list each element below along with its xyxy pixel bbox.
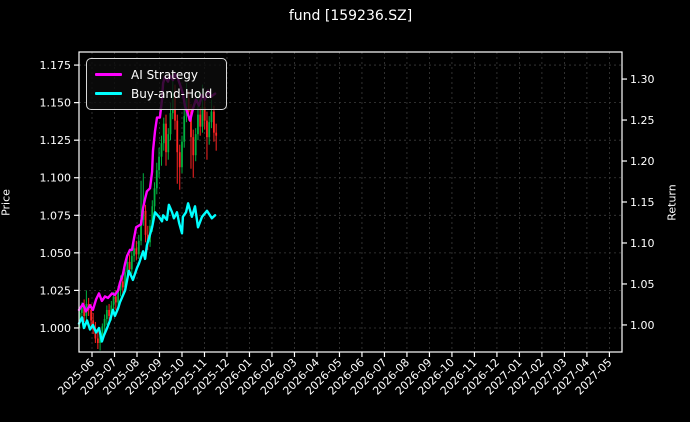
candle-body bbox=[135, 248, 138, 255]
candle-body bbox=[167, 134, 170, 153]
y-right-tick-label: 1.00 bbox=[630, 319, 655, 332]
candle-body bbox=[215, 132, 218, 136]
candle-body bbox=[101, 326, 104, 336]
y-left-tick-label: 1.075 bbox=[40, 209, 72, 222]
candle-body bbox=[176, 120, 179, 153]
candle-body bbox=[181, 141, 183, 168]
candle-body bbox=[90, 309, 93, 321]
candle-body bbox=[197, 114, 199, 135]
candle-body bbox=[108, 309, 110, 316]
y-left-tick-label: 1.125 bbox=[40, 134, 72, 147]
candle-body bbox=[99, 335, 102, 343]
candle-body bbox=[103, 318, 106, 327]
candle-body bbox=[162, 123, 165, 144]
candle-body bbox=[114, 296, 117, 303]
candle-body bbox=[158, 156, 160, 171]
legend-label-ai-strategy: AI Strategy bbox=[131, 67, 198, 82]
candle-body bbox=[140, 219, 142, 241]
candle-body bbox=[183, 116, 186, 142]
y-axis-label-return: Return bbox=[665, 184, 679, 221]
candle-body bbox=[144, 210, 147, 235]
candle-body bbox=[155, 170, 158, 189]
y-right-tick-label: 1.15 bbox=[630, 196, 655, 209]
y-left-tick-label: 1.100 bbox=[40, 172, 72, 185]
candle-body bbox=[96, 338, 99, 343]
y-left-tick-label: 1.000 bbox=[40, 322, 72, 335]
candle-body bbox=[94, 329, 97, 339]
candle-body bbox=[83, 306, 86, 316]
candle-body bbox=[126, 261, 129, 273]
y-axis-label-price: Price bbox=[0, 189, 13, 216]
y-right-tick-label: 1.20 bbox=[630, 155, 655, 168]
candle-body bbox=[178, 152, 181, 168]
y-right-tick-label: 1.25 bbox=[630, 114, 655, 127]
y-right-tick-label: 1.30 bbox=[630, 73, 655, 86]
candle-body bbox=[128, 261, 131, 270]
candle-body bbox=[133, 248, 135, 256]
candle-body bbox=[112, 296, 115, 306]
y-left-tick-label: 1.050 bbox=[40, 247, 72, 260]
candle-body bbox=[130, 255, 133, 270]
candle-body bbox=[192, 137, 195, 156]
legend-label-buy-and-hold: Buy-and-Hold bbox=[131, 86, 213, 101]
candle-body bbox=[117, 290, 119, 303]
candle-body bbox=[78, 312, 81, 321]
legend-entry-ai-strategy: AI Strategy bbox=[95, 65, 216, 84]
candle-body bbox=[160, 143, 163, 157]
candle-body bbox=[121, 281, 124, 288]
candle-body bbox=[137, 240, 140, 255]
y-left-tick-label: 1.025 bbox=[40, 284, 72, 297]
candle-body bbox=[208, 122, 211, 138]
y-right-tick-label: 1.10 bbox=[630, 237, 655, 250]
ai-strategy-line-swatch bbox=[95, 73, 122, 76]
candle-body bbox=[203, 107, 206, 121]
candle-body bbox=[153, 188, 156, 207]
candle-body bbox=[194, 134, 197, 156]
candle-body bbox=[124, 272, 126, 288]
buy-and-hold-line-swatch bbox=[95, 92, 122, 95]
chart-title: fund [159236.SZ] bbox=[288, 8, 413, 24]
candle-body bbox=[110, 305, 113, 316]
y-left-tick-label: 1.175 bbox=[40, 59, 72, 72]
candle-body bbox=[165, 123, 167, 153]
candle-body bbox=[190, 111, 192, 138]
candle-body bbox=[105, 309, 108, 319]
candle-body bbox=[169, 113, 172, 135]
candle-body bbox=[80, 306, 83, 313]
legend-entry-buy-and-hold: Buy-and-Hold bbox=[95, 84, 216, 103]
y-right-tick-label: 1.05 bbox=[630, 278, 655, 291]
candle-body bbox=[213, 111, 215, 133]
candle-body bbox=[151, 206, 154, 226]
ai-strategy-line bbox=[77, 72, 217, 313]
candle-body bbox=[206, 120, 208, 138]
y-left-tick-label: 1.150 bbox=[40, 97, 72, 110]
buy-and-hold-line bbox=[77, 202, 217, 343]
candle-body bbox=[201, 107, 204, 127]
candle-body bbox=[210, 111, 213, 123]
candle-body bbox=[199, 114, 202, 127]
legend: AI Strategy Buy-and-Hold bbox=[86, 58, 227, 110]
candle-body bbox=[119, 281, 122, 291]
